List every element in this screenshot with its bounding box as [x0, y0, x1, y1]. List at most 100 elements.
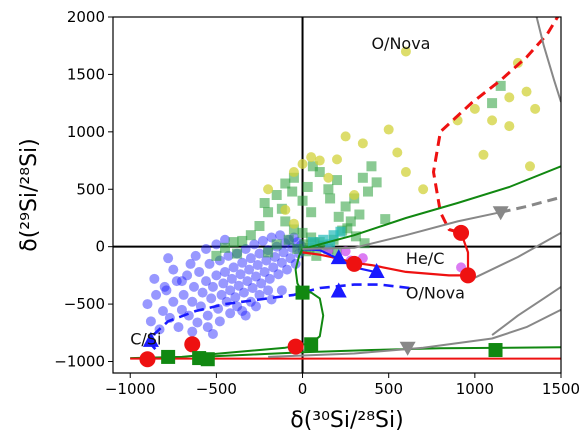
data-point — [233, 280, 244, 291]
data-point — [400, 167, 411, 178]
series-15 — [302, 211, 501, 250]
data-point — [335, 226, 346, 237]
data-point — [276, 285, 287, 296]
data-point — [275, 230, 286, 241]
data-point — [276, 257, 287, 268]
data-point — [297, 227, 308, 238]
data-point — [357, 172, 368, 183]
data-point — [228, 262, 239, 273]
data-point — [204, 258, 215, 269]
y-tick-label: −1000 — [54, 353, 105, 371]
data-point — [383, 124, 394, 135]
data-point — [306, 207, 317, 218]
data-point — [171, 276, 182, 287]
data-point — [280, 216, 291, 227]
data-point — [202, 322, 213, 333]
y-tick-label: 1000 — [67, 123, 105, 141]
data-point — [235, 269, 246, 280]
data-point — [254, 248, 265, 259]
data-point — [183, 310, 194, 321]
data-point — [151, 289, 162, 300]
series-23 — [399, 206, 509, 356]
series-line — [500, 195, 561, 214]
data-point — [259, 198, 270, 209]
data-point — [524, 161, 535, 172]
data-point — [176, 276, 187, 287]
data-point — [492, 206, 509, 221]
series-line — [302, 232, 470, 277]
data-point — [237, 305, 248, 316]
data-point — [332, 154, 342, 165]
data-point — [245, 253, 256, 264]
y-tick-label: 2000 — [67, 8, 105, 26]
data-point — [318, 240, 329, 251]
data-point — [283, 234, 294, 245]
data-point — [325, 193, 336, 204]
data-point — [211, 239, 222, 250]
data-point — [363, 186, 374, 197]
plot-content — [113, 17, 561, 373]
data-point — [237, 235, 248, 246]
series-4 — [307, 226, 346, 250]
series-line — [149, 283, 410, 351]
data-point — [325, 239, 336, 250]
data-point — [201, 243, 212, 254]
data-point — [220, 234, 230, 245]
data-point — [307, 237, 318, 248]
data-point — [311, 250, 322, 261]
data-point — [287, 338, 304, 355]
data-point — [238, 287, 249, 298]
data-point — [314, 167, 325, 178]
data-point — [288, 167, 299, 178]
data-point — [242, 276, 253, 287]
data-point — [145, 316, 156, 327]
data-point — [200, 352, 215, 367]
data-point — [330, 249, 347, 265]
series-line — [268, 308, 561, 358]
data-point — [345, 216, 356, 227]
data-point — [350, 231, 361, 242]
data-point — [223, 250, 234, 261]
annotation-label: O/Nova — [371, 34, 430, 53]
data-point — [163, 253, 174, 264]
data-point — [247, 283, 258, 294]
plot-frame — [112, 16, 562, 374]
data-point — [173, 322, 184, 333]
data-point — [418, 184, 429, 195]
series-22 — [161, 285, 503, 367]
data-point — [273, 269, 284, 280]
data-point — [297, 158, 308, 169]
data-point — [263, 285, 274, 296]
data-point — [184, 336, 201, 353]
data-point — [220, 242, 230, 253]
series-9 — [302, 165, 561, 250]
series-line — [199, 346, 561, 358]
data-point — [142, 331, 159, 347]
data-point — [142, 299, 153, 310]
data-point — [259, 266, 270, 277]
data-point — [221, 296, 232, 307]
series-line — [432, 17, 560, 235]
x-tick-label: 0 — [298, 380, 308, 398]
data-point — [380, 214, 391, 225]
data-point — [328, 230, 339, 241]
data-point — [280, 178, 291, 189]
data-point — [282, 264, 293, 275]
data-point — [268, 262, 279, 273]
data-point — [304, 337, 319, 352]
data-point — [306, 152, 317, 163]
data-point — [469, 103, 480, 114]
data-point — [206, 293, 217, 304]
data-point — [245, 230, 256, 241]
data-point — [244, 264, 255, 275]
data-point — [307, 161, 318, 172]
data-point — [188, 281, 199, 292]
data-point — [288, 224, 299, 235]
data-point — [263, 184, 274, 195]
data-point — [159, 281, 170, 292]
series-7 — [149, 283, 410, 351]
annotation-label: He/C — [406, 249, 444, 268]
plot-area — [113, 17, 561, 373]
data-point — [266, 294, 277, 305]
